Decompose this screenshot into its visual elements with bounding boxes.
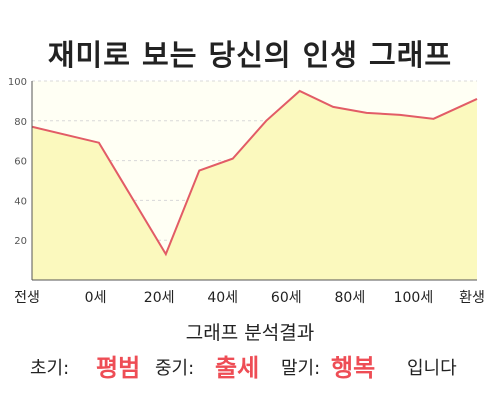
y-tick-label: 60 — [14, 157, 27, 168]
mid-label: 중기: — [155, 358, 195, 379]
series-line — [31, 89, 478, 257]
x-tick-label: 80세 — [335, 290, 366, 306]
result-heading: 그래프 분석결과 — [185, 322, 315, 344]
x-tick-label: 60세 — [271, 290, 302, 306]
ending-text: 입니다 — [407, 358, 457, 379]
early-label: 초기: — [30, 358, 70, 379]
late-value: 행복 — [331, 354, 376, 382]
x-tick-label: 전생 — [14, 290, 40, 306]
x-tick-label: 환생 — [459, 290, 485, 306]
y-tick-label: 40 — [14, 196, 27, 207]
early-value: 평범 — [96, 354, 141, 382]
x-tick-labels: 전생 0세 20세 40세 60세 80세 100세 환생 — [14, 290, 485, 306]
y-tick-label: 20 — [14, 236, 27, 247]
y-tick-label: 80 — [14, 117, 27, 128]
x-tick-label: 0세 — [85, 290, 107, 306]
late-label: 말기: — [281, 358, 321, 379]
chart-title: 재미로 보는 당신의 인생 그래프 — [47, 38, 453, 72]
result-summary: 초기: 평범 중기: 출세 말기: 행복 입니다 — [0, 345, 500, 382]
mid-value: 출세 — [215, 354, 260, 382]
y-tick-label: 100 — [8, 77, 27, 88]
series-area — [32, 90, 477, 280]
x-tick-label: 40세 — [207, 290, 238, 306]
x-tick-label: 20세 — [144, 290, 175, 306]
y-tick-labels: 20 40 60 80 100 — [8, 77, 27, 247]
x-tick-label: 100세 — [394, 290, 434, 306]
